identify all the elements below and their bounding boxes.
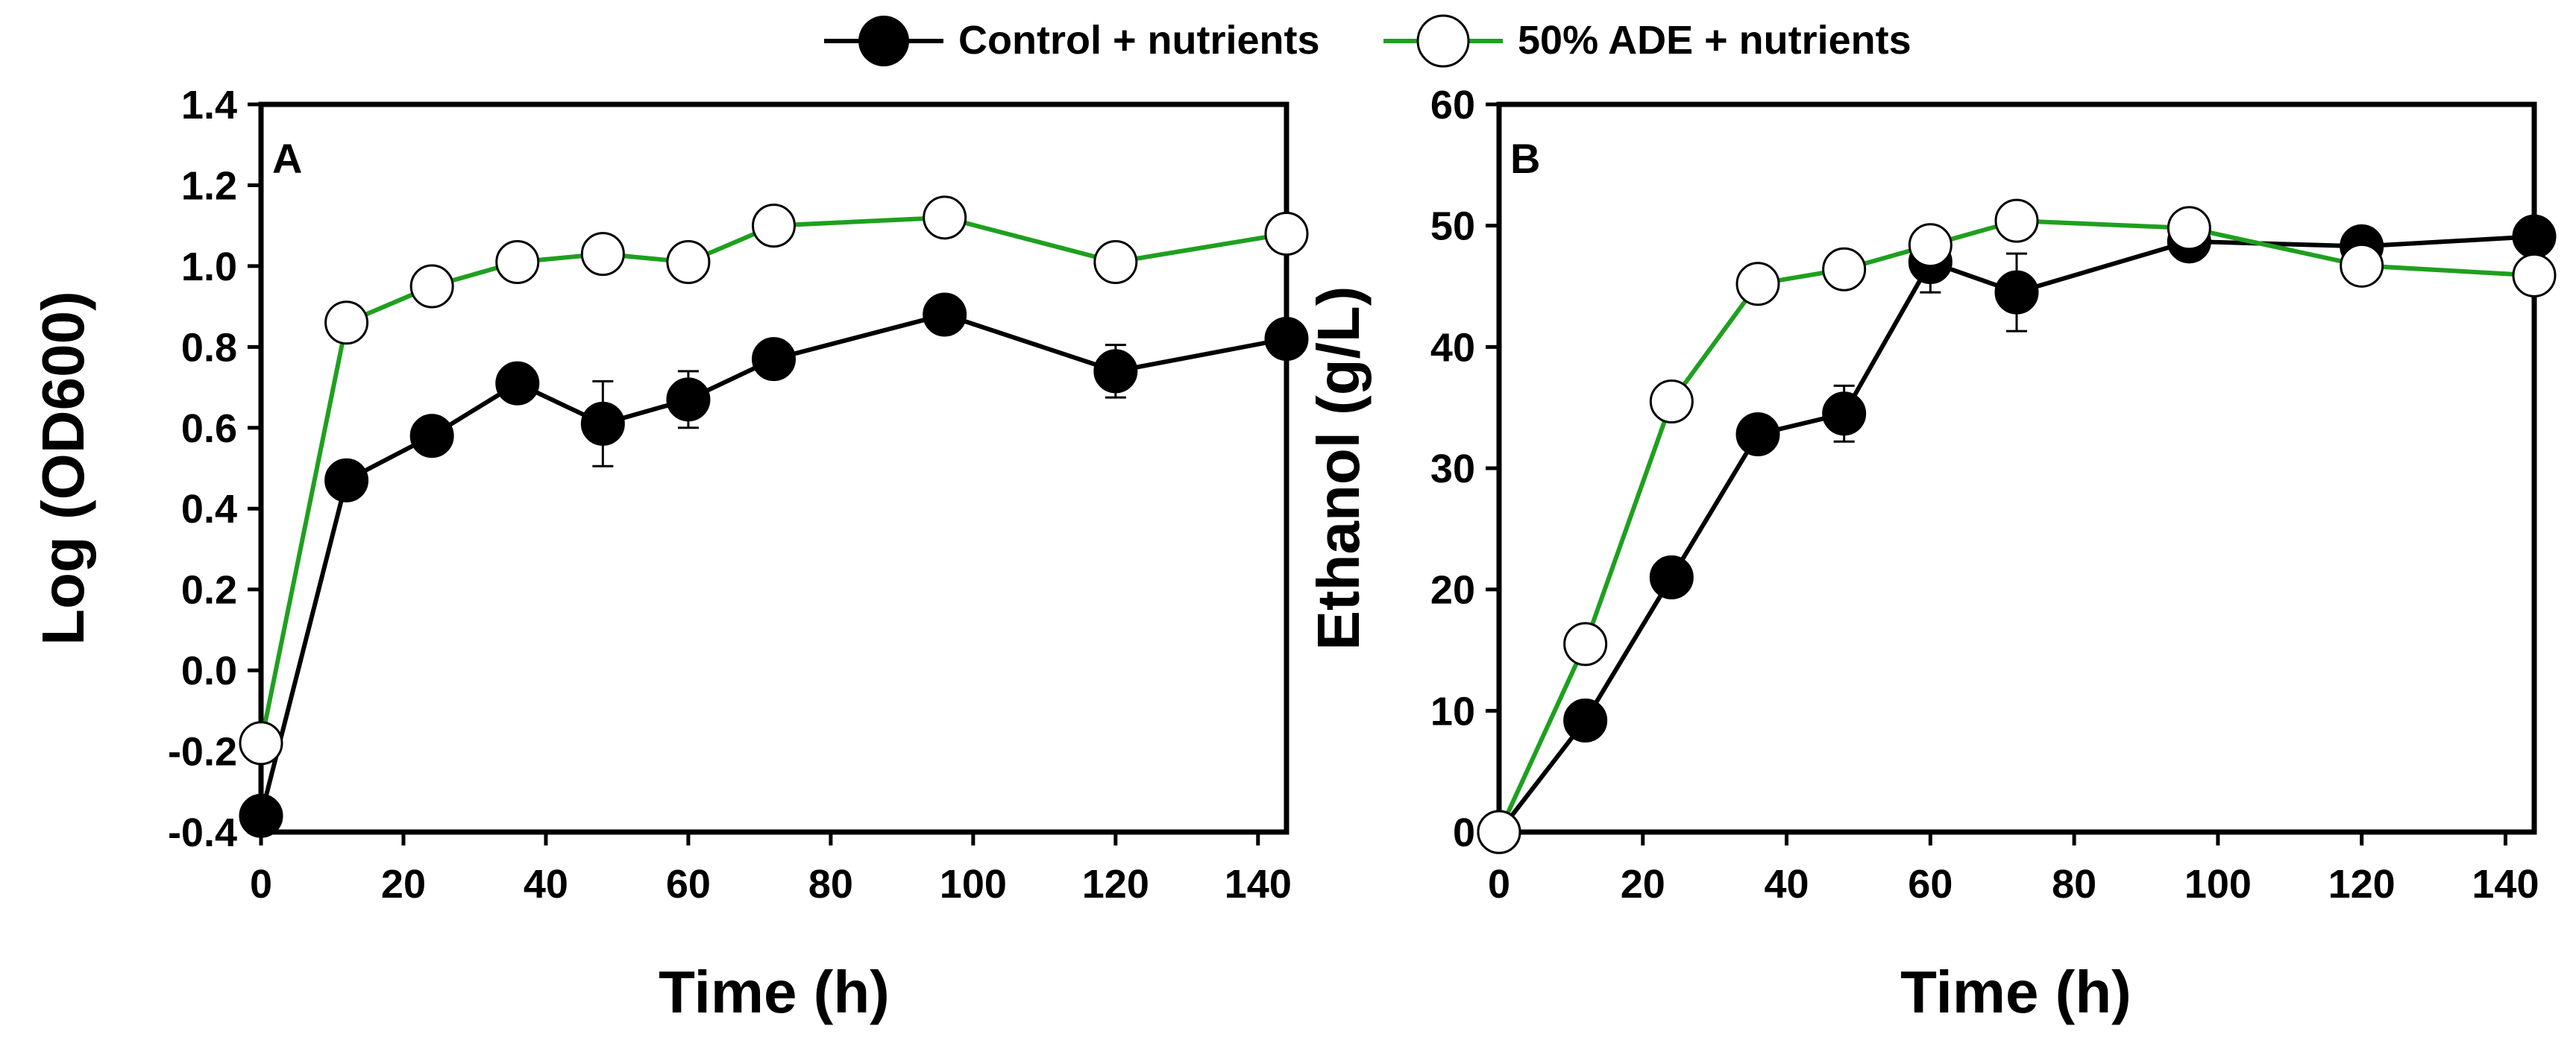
- panel-a-label: A: [272, 135, 302, 182]
- panel-a-point-ade: [923, 195, 967, 240]
- panel-a-point-control: [666, 377, 711, 422]
- panel-a-x-tick-label: 40: [524, 862, 568, 907]
- panel-b-point-ade: [1477, 810, 1521, 854]
- panel-b-y-tick-label: 20: [1430, 568, 1475, 613]
- panel-a-point-control: [324, 458, 369, 503]
- panel-a-x-tick-label: 60: [666, 862, 711, 907]
- panel-a-y-tick-label: 0.8: [181, 325, 237, 370]
- panel-b-point-ade: [2167, 206, 2211, 251]
- panel-a-point-ade: [666, 239, 711, 284]
- panel-a-point-control: [239, 793, 283, 838]
- panel-a-point-ade: [580, 232, 625, 277]
- panel-a-point-control: [409, 414, 454, 459]
- panel-b-ticks: 0 20 40 60 80 100 120 140 0 10 20 30 40 50 60: [1430, 83, 2539, 907]
- panel-b-x-tick-label: 40: [1765, 862, 1809, 907]
- panel-a-y-tick-label: -0.4: [168, 810, 237, 855]
- panel-a-point-ade: [752, 204, 796, 248]
- panel-b-y-tick-label: 60: [1430, 83, 1475, 127]
- panel-b-point-ade: [1563, 622, 1608, 667]
- panel-b-point-control: [1649, 555, 1694, 599]
- panel-a-ticks: 0 20 40 60 80 100 120 140 -0.4 -0.2 0.0 0.2 0.4 0.6 0.…: [168, 83, 1292, 907]
- legend-marker-ade: [1416, 14, 1470, 68]
- panel-b-x-tick-label: 80: [2052, 862, 2096, 907]
- panel-a-point-ade: [409, 264, 454, 309]
- panel-a-point-control: [752, 337, 796, 382]
- panel-a-x-tick-label: 80: [808, 862, 853, 907]
- panel-a-x-tick-label: 140: [1225, 862, 1292, 907]
- panel-a-point-ade: [239, 721, 283, 766]
- panel-a-y-tick-label: 1.0: [181, 245, 237, 289]
- panel-b-point-control: [1563, 698, 1608, 743]
- panel-b-y-axis-title: Ethanol (g/L): [1305, 286, 1372, 651]
- panel-b-x-tick-label: 140: [2472, 862, 2539, 907]
- panel-b-point-ade: [1908, 223, 1953, 268]
- panel-b: B 0 20 40 60 80 100 120 140 0 10 20 30 40 50 60 Time (…: [1305, 83, 2557, 1025]
- panel-a-y-tick-label: -0.2: [168, 730, 237, 775]
- panel-a-point-control: [923, 292, 967, 337]
- panel-b-point-control: [1822, 391, 1867, 436]
- panel-b-x-tick-label: 60: [1908, 862, 1953, 907]
- panel-b-y-tick-label: 0: [1453, 810, 1475, 855]
- panel-b-x-tick-label: 0: [1488, 862, 1510, 907]
- legend-label-control: Control + nutrients: [958, 18, 1320, 63]
- panel-b-series-line-control: [1497, 234, 2535, 834]
- panel-b-y-tick-label: 30: [1430, 447, 1475, 491]
- panel-b-x-axis-title: Time (h): [1900, 959, 2132, 1025]
- panel-a-point-control: [495, 361, 540, 406]
- panel-a-x-tick-label: 120: [1082, 862, 1149, 907]
- panel-a-series-line-ade: [259, 215, 1287, 744]
- panel-a-x-tick-label: 0: [250, 862, 272, 907]
- panel-b-series-line-ade: [1497, 218, 2535, 834]
- panel-a-plot-frame: [258, 101, 1289, 835]
- panel-a-point-ade: [495, 239, 540, 284]
- panel-a-point-control: [580, 401, 625, 446]
- panel-a-y-tick-label: 1.4: [181, 83, 237, 127]
- panel-a-point-ade: [1093, 239, 1138, 284]
- panel-b-point-ade: [1735, 262, 1780, 306]
- panel-a-y-axis-title: Log (OD600): [30, 291, 96, 646]
- panel-a-point-control: [1264, 316, 1309, 361]
- panel-b-y-tick-label: 50: [1430, 204, 1475, 249]
- panel-a-series-line-control: [259, 312, 1287, 817]
- panel-b-point-ade: [2512, 253, 2557, 297]
- panel-b-y-tick-label: 10: [1430, 689, 1475, 734]
- panel-b-point-control: [1994, 270, 2039, 315]
- panel-b-point-ade: [1649, 379, 1694, 424]
- panel-b-x-tick-label: 100: [2184, 862, 2252, 907]
- legend-marker-control: [858, 16, 909, 66]
- panel-b-y-tick-label: 40: [1430, 325, 1475, 370]
- panel-a-y-tick-label: 0.2: [181, 568, 237, 613]
- panel-a-x-tick-label: 20: [381, 862, 426, 907]
- panel-b-label: B: [1510, 135, 1540, 182]
- panel-a-series: [239, 195, 1309, 838]
- panel-a-y-tick-label: 0.6: [181, 406, 237, 451]
- legend-label-ade: 50% ADE + nutrients: [1518, 18, 1911, 63]
- panel-a-x-axis-title: Time (h): [659, 959, 890, 1025]
- panel-a-point-control: [1093, 349, 1138, 394]
- panel-b-point-control: [1735, 412, 1780, 456]
- panel-a-point-ade: [324, 300, 369, 345]
- panel-a-y-tick-label: 1.2: [181, 163, 237, 208]
- panel-b-point-control: [2512, 214, 2557, 259]
- panel-b-point-ade: [1994, 198, 2039, 243]
- panel-b-point-ade: [2340, 243, 2384, 288]
- panel-a-x-tick-label: 100: [940, 862, 1007, 907]
- panel-b-x-tick-label: 120: [2328, 862, 2396, 907]
- legend: Control + nutrients 50% ADE + nutrients: [824, 14, 1911, 68]
- panel-a-point-ade: [1264, 212, 1309, 256]
- panel-a-y-tick-label: 0.0: [181, 649, 237, 693]
- panel-a-y-tick-label: 0.4: [181, 487, 237, 532]
- panel-b-series: [1477, 198, 2557, 854]
- panel-b-x-tick-label: 20: [1621, 862, 1665, 907]
- panel-b-point-ade: [1822, 247, 1867, 292]
- panel-a: A 0 20 40 60 80 100 120 140 -0.4 -0.2 0.0 0.2 0.4 0.6…: [30, 83, 1309, 1025]
